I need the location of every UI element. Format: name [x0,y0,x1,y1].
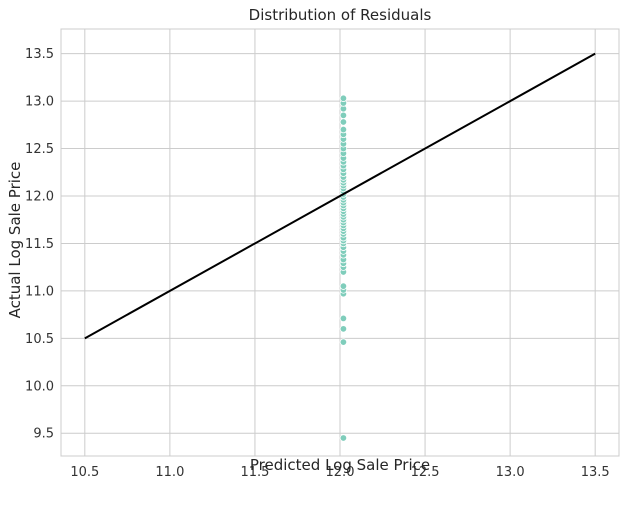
y-tick-label: 13.0 [25,95,54,110]
chart-title: Distribution of Residuals [249,6,432,24]
y-tick-label: 10.5 [25,332,54,347]
y-tick-label: 13.5 [25,47,54,62]
x-tick-label: 10.5 [70,465,99,480]
y-tick-label: 11.5 [25,237,54,252]
x-tick-label: 13.0 [496,465,525,480]
y-tick-label: 10.0 [25,379,54,394]
reference-line [84,52,596,340]
x-tick-label: 12.0 [326,465,355,480]
scatter-point [339,338,348,346]
plot-area: 10.5 11.0 11.5 12.0 12.5 13.0 13.5 9.5 10.0 10.5 1… [25,28,620,480]
x-axis-title: Predicted Log Sale Price [250,456,430,474]
scatter-point [339,125,348,134]
scatter-point [339,94,348,102]
x-tick-label: 11.0 [155,465,184,480]
scatter-point [339,282,348,290]
scatter-point [339,111,348,120]
x-tick-label: 12.5 [411,465,440,480]
scatter-point [339,118,348,126]
y-tick-label: 12.0 [25,190,54,205]
y-tick-label: 12.5 [25,142,54,157]
y-tick-label: 9.5 [33,427,54,442]
x-tick-label: 11.5 [240,465,269,480]
plot-frame [60,28,620,457]
y-tick-label: 11.0 [25,284,54,299]
scatter-point [339,325,348,333]
y-axis-title: Actual Log Sale Price [6,162,24,319]
scatter-point [339,314,348,323]
scatter-point [339,434,348,442]
x-tick-label: 13.5 [581,465,610,480]
